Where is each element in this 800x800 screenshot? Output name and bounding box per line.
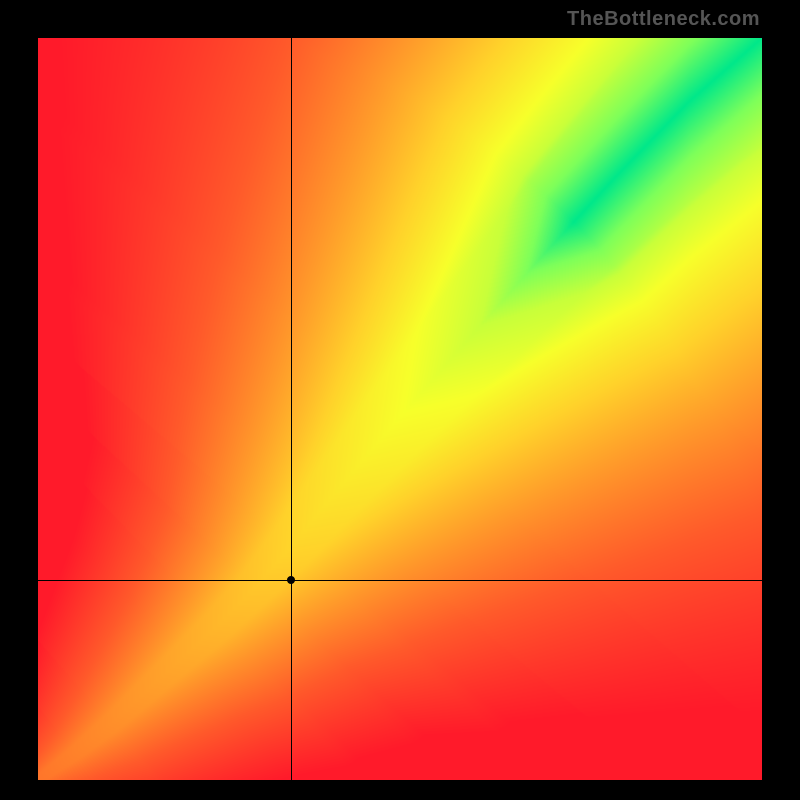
heatmap-canvas [38, 38, 762, 780]
watermark-text: TheBottleneck.com [567, 8, 760, 31]
crosshair-vertical [291, 38, 292, 780]
marker-dot [287, 576, 295, 584]
crosshair-horizontal [38, 580, 762, 581]
chart-frame: TheBottleneck.com [0, 0, 800, 800]
plot-area [38, 38, 762, 780]
